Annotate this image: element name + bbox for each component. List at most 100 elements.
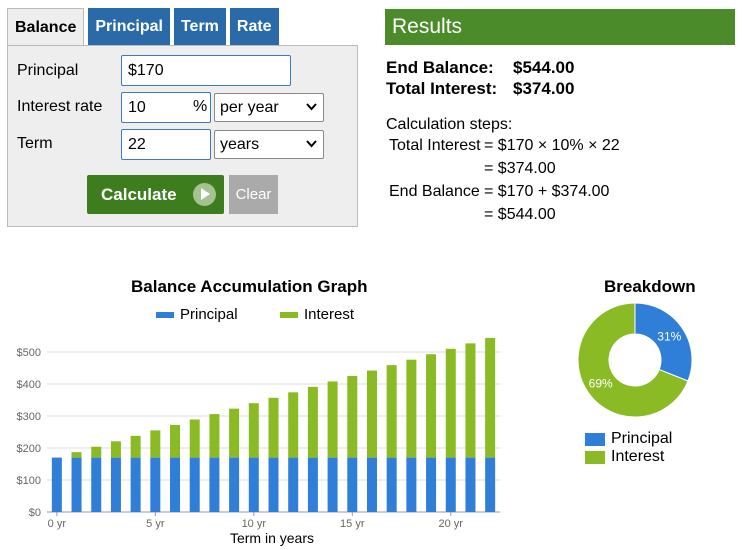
bar-principal <box>51 457 62 512</box>
bar-principal <box>130 457 141 512</box>
y-tick-label: $200 <box>17 443 41 455</box>
pie-legend-interest: Interest <box>585 448 664 466</box>
rate-period-select[interactable]: per year <box>214 93 324 122</box>
bar-principal <box>229 457 240 512</box>
bar-principal <box>327 457 338 512</box>
end-balance-label: End Balance: <box>386 58 494 77</box>
bar-principal <box>170 457 181 512</box>
bar-interest <box>130 435 141 458</box>
term-input[interactable] <box>121 129 211 160</box>
bar-principal <box>445 457 456 512</box>
legend-principal-swatch <box>156 311 174 318</box>
results-header: Results <box>385 9 735 45</box>
tab-rate[interactable]: Rate <box>229 8 279 45</box>
bar-interest <box>268 397 279 458</box>
bar-principal <box>91 457 102 512</box>
principal-input[interactable] <box>121 55 291 86</box>
legend-interest: Interest <box>280 306 354 323</box>
bar-principal <box>189 457 200 512</box>
legend-interest-label: Interest <box>304 306 355 323</box>
legend-principal-label: Principal <box>180 306 238 323</box>
clear-button[interactable]: Clear <box>229 175 278 214</box>
y-tick-label: $500 <box>17 347 41 359</box>
bar-interest <box>386 365 397 458</box>
x-tick-label: 10 yr <box>242 518 267 530</box>
bar-interest <box>465 343 476 458</box>
legend-interest-swatch <box>280 311 298 318</box>
step-end-balance-expr: = $170 + $374.00 <box>484 183 610 200</box>
pie-legend-principal: Principal <box>585 430 672 448</box>
step-total-interest-label: Total Interest <box>389 137 481 154</box>
pie-legend-principal-label: Principal <box>611 430 673 447</box>
x-axis-title: Term in years <box>230 530 314 546</box>
bar-interest <box>209 414 220 458</box>
bar-principal <box>209 457 220 512</box>
bar-principal <box>71 457 82 512</box>
bar-interest <box>307 386 318 458</box>
bar-interest <box>426 354 437 458</box>
tab-balance[interactable]: Balance <box>7 8 85 47</box>
pie-legend-interest-swatch <box>585 450 605 464</box>
bar-principal <box>268 457 279 512</box>
bar-chart-title: Balance Accumulation Graph <box>131 277 368 296</box>
bar-principal <box>150 457 161 512</box>
bar-principal <box>110 457 121 512</box>
bar-interest <box>150 430 161 458</box>
bar-interest <box>189 419 200 458</box>
bar-principal <box>366 457 377 512</box>
breakdown-donut-chart: 31% 69% <box>577 302 693 418</box>
bar-interest <box>485 337 496 458</box>
pie-legend-interest-label: Interest <box>611 448 665 465</box>
bar-interest <box>91 446 102 458</box>
interest-rate-input[interactable] <box>121 92 211 123</box>
bar-interest <box>347 376 358 458</box>
total-interest-row: Total Interest: $374.00 <box>386 79 574 99</box>
calculate-button[interactable]: Calculate <box>87 175 224 214</box>
term-unit-select[interactable]: years <box>214 130 324 159</box>
step-end-balance-result: = $544.00 <box>484 206 556 223</box>
bar-interest <box>445 348 456 458</box>
pie-legend-principal-swatch <box>585 432 605 446</box>
bar-principal <box>465 457 476 512</box>
end-balance-value: $544.00 <box>513 58 575 77</box>
x-tick-label: 20 yr <box>439 518 464 530</box>
steps-title: Calculation steps: <box>386 116 513 133</box>
bar-principal <box>406 457 417 512</box>
bar-interest <box>170 424 181 458</box>
chevron-down-icon <box>306 140 317 148</box>
chevron-down-icon <box>306 103 317 111</box>
y-tick-label: $0 <box>29 507 41 519</box>
bar-interest <box>327 381 338 458</box>
total-interest-value: $374.00 <box>513 79 575 98</box>
bar-principal <box>485 457 496 512</box>
tab-principal[interactable]: Principal <box>88 8 170 45</box>
y-tick-label: $400 <box>17 379 41 391</box>
y-tick-label: $100 <box>17 475 41 487</box>
bar-principal <box>248 457 259 512</box>
input-panel: Principal Interest rate % per year Term … <box>7 45 358 227</box>
end-balance-row: End Balance: $544.00 <box>386 58 574 78</box>
x-tick-label: 0 yr <box>48 518 67 530</box>
y-tick-label: $300 <box>17 411 41 423</box>
bar-interest <box>366 370 377 458</box>
bar-interest <box>288 392 299 458</box>
term-unit-value: years <box>220 136 260 153</box>
bar-principal <box>386 457 397 512</box>
bar-principal <box>288 457 299 512</box>
pie-chart-title: Breakdown <box>604 277 696 296</box>
tab-term[interactable]: Term <box>173 8 226 45</box>
total-interest-label: Total Interest: <box>386 79 498 98</box>
x-tick-label: 15 yr <box>340 518 365 530</box>
percent-sign: % <box>193 98 208 115</box>
bar-interest <box>248 403 259 458</box>
calculator-tabs: Balance Principal Term Rate <box>7 8 279 47</box>
calculate-label: Calculate <box>101 184 177 204</box>
bar-interest <box>71 452 82 458</box>
bar-principal <box>347 457 358 512</box>
legend-principal: Principal <box>156 306 238 323</box>
balance-accumulation-chart: $0 $100 $200 $300 $400 $500 0 yr 5 yr 10 yr 15 yr… <box>17 337 500 546</box>
slice-label: 31% <box>657 330 681 344</box>
bar-principal <box>307 457 318 512</box>
term-label: Term <box>17 135 53 152</box>
rate-period-value: per year <box>220 99 279 116</box>
